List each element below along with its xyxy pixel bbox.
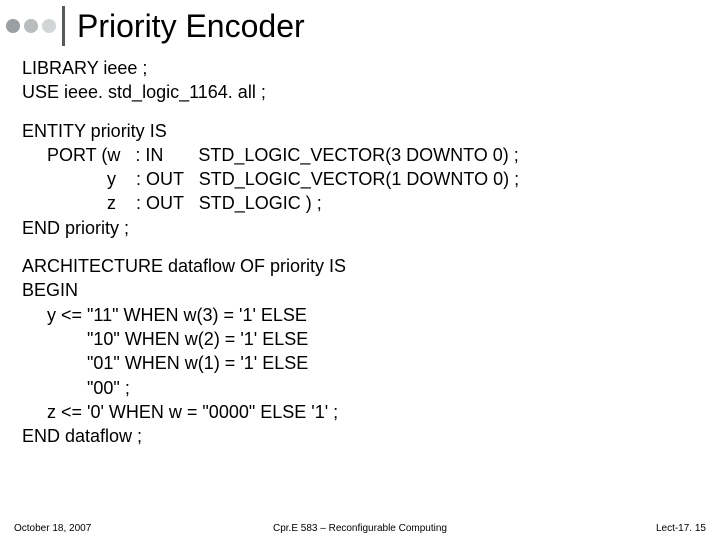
footer-course: Cpr.E 583 – Reconfigurable Computing [273,523,447,534]
title-divider [62,6,65,46]
decorative-dots [6,19,56,33]
architecture-block: ARCHITECTURE dataflow OF priority IS BEG… [22,254,698,448]
slide-footer: October 18, 2007 Cpr.E 583 – Reconfigura… [0,523,720,534]
library-block: LIBRARY ieee ; USE ieee. std_logic_1164.… [22,56,698,105]
dot-2 [24,19,38,33]
footer-pagenum: Lect-17. 15 [656,523,706,534]
footer-date: October 18, 2007 [14,523,91,534]
slide-title: Priority Encoder [77,8,305,45]
entity-block: ENTITY priority IS PORT (w : IN STD_LOGI… [22,119,698,240]
slide-content: LIBRARY ieee ; USE ieee. std_logic_1164.… [0,56,720,448]
dot-3 [42,19,56,33]
title-bar: Priority Encoder [0,0,720,56]
dot-1 [6,19,20,33]
